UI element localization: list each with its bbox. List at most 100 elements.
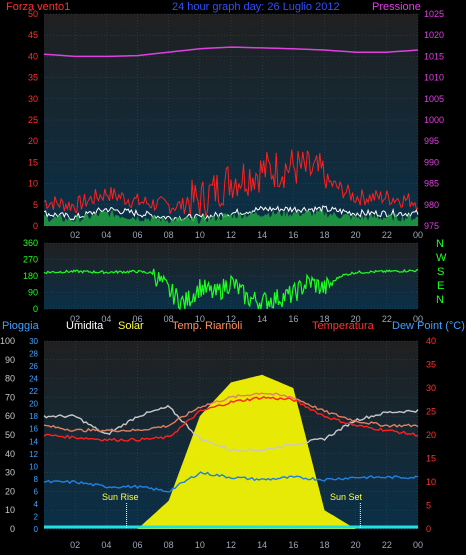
x-tick-dir: 22	[382, 314, 392, 324]
sun-rise-label: Sun Rise	[102, 492, 139, 502]
x-tick-top: 02	[70, 230, 80, 240]
y-tick-rain: 0	[34, 525, 39, 534]
x-tick-bot: 08	[164, 540, 174, 550]
x-tick-dir: 02	[70, 314, 80, 324]
y-tick-temperature: 0	[426, 524, 431, 534]
y-tick-wind: 40	[28, 51, 38, 61]
x-tick-top: 22	[382, 230, 392, 240]
x-tick-top: 06	[132, 230, 142, 240]
x-tick-dir: 08	[164, 314, 174, 324]
y-tick-direction: 270	[23, 255, 38, 265]
legend-temp-riarnoli: Temp. Riarnoli	[172, 320, 243, 332]
series-wind_bar	[44, 209, 418, 226]
y-tick-temperature: 5	[426, 501, 431, 511]
y-tick-pressure: 1000	[424, 115, 444, 125]
y-tick-rain: 30	[29, 337, 38, 346]
chart-title: 24 hour graph day: 26 Luglio 2012	[172, 1, 340, 13]
x-tick-top: 18	[319, 230, 329, 240]
y-tick-rain: 18	[29, 412, 38, 421]
y-tick-humidity: 10	[5, 505, 15, 515]
tick-labels: 0510152025303540455097598098599099510001…	[0, 9, 444, 550]
sun-set-label: Sun Set	[330, 492, 363, 502]
y-tick-wind: 50	[28, 9, 38, 19]
x-tick-top: 12	[226, 230, 236, 240]
x-tick-bot: 06	[132, 540, 142, 550]
y-tick-temperature: 40	[426, 336, 436, 346]
y-tick-temperature: 30	[426, 383, 436, 393]
legend-umidita: Umidita	[66, 320, 104, 332]
series-gust	[43, 149, 419, 219]
y-tick-humidity: 100	[0, 336, 15, 346]
y-tick-rain: 16	[29, 425, 38, 434]
x-tick-bot: 04	[101, 540, 111, 550]
x-tick-bot: 00	[413, 540, 423, 550]
y-tick-rain: 24	[29, 375, 38, 384]
y-tick-wind: 30	[28, 94, 38, 104]
x-tick-top: 20	[351, 230, 361, 240]
y-tick-humidity: 50	[5, 430, 15, 440]
y-tick-rain: 28	[29, 350, 38, 359]
x-tick-dir: 20	[351, 314, 361, 324]
series-solar	[44, 374, 418, 529]
y-tick-wind: 0	[33, 221, 38, 231]
x-tick-dir: 00	[413, 314, 423, 324]
y-tick-direction: 180	[23, 271, 38, 281]
y-tick-wind: 25	[28, 115, 38, 125]
y-tick-rain: 4	[34, 500, 39, 509]
y-tick-direction: 360	[23, 238, 38, 248]
legend-forza-vento: Forza vento1	[6, 1, 71, 13]
y-tick-humidity: 70	[5, 392, 15, 402]
y-tick-pressure: 980	[424, 200, 439, 210]
x-tick-bot: 12	[226, 540, 236, 550]
y-tick-humidity: 80	[5, 374, 15, 384]
y-tick-rain: 20	[29, 400, 38, 409]
x-tick-dir: 06	[132, 314, 142, 324]
y-tick-wind: 5	[33, 200, 38, 210]
x-tick-bot: 22	[382, 540, 392, 550]
x-tick-dir: 14	[257, 314, 267, 324]
y-tick-rain: 14	[29, 437, 38, 446]
y-tick-rain: 8	[34, 475, 39, 484]
wind-pressure-chart	[43, 46, 419, 226]
y-tick-temperature: 10	[426, 477, 436, 487]
y-tick-pressure: 1025	[424, 9, 444, 19]
legend-pioggia: Pioggia	[2, 320, 39, 332]
y-tick-temperature: 20	[426, 430, 436, 440]
series-temperature	[43, 395, 419, 442]
y-tick-wind: 45	[28, 30, 38, 40]
x-tick-dir: 04	[101, 314, 111, 324]
y-tick-pressure: 985	[424, 179, 439, 189]
y-tick-humidity: 0	[10, 524, 15, 534]
x-tick-top: 00	[413, 230, 423, 240]
y-tick-rain: 22	[29, 387, 38, 396]
x-tick-bot: 20	[351, 540, 361, 550]
y-tick-pressure: 1010	[424, 73, 444, 83]
legend-solar: Solar	[118, 320, 144, 332]
x-tick-top: 04	[101, 230, 111, 240]
y-tick-pressure: 975	[424, 221, 439, 231]
dir-letter-s: S	[437, 266, 445, 278]
y-tick-temperature: 15	[426, 454, 436, 464]
x-tick-bot: 10	[195, 540, 205, 550]
dir-letter-e: E	[437, 280, 445, 292]
dir-letter-w: W	[436, 252, 447, 264]
x-tick-top: 10	[195, 230, 205, 240]
dir-letter-n-top: N	[436, 238, 444, 250]
x-tick-dir: 12	[226, 314, 236, 324]
y-tick-rain: 10	[29, 462, 38, 471]
legend-dew-point: Dew Point (°C)	[392, 320, 465, 332]
y-tick-pressure: 995	[424, 136, 439, 146]
temp-humidity-chart	[43, 374, 419, 529]
y-tick-rain: 2	[34, 512, 39, 521]
y-tick-pressure: 1015	[424, 51, 444, 61]
y-tick-wind: 35	[28, 73, 38, 83]
x-tick-dir: 18	[319, 314, 329, 324]
x-tick-top: 14	[257, 230, 267, 240]
y-tick-rain: 6	[34, 487, 39, 496]
y-tick-humidity: 30	[5, 468, 15, 478]
y-tick-wind: 20	[28, 136, 38, 146]
dir-letter-n-bottom: N	[436, 294, 444, 306]
y-tick-rain: 12	[29, 450, 38, 459]
y-tick-temperature: 25	[426, 407, 436, 417]
legend-pressione: Pressione	[372, 1, 421, 13]
